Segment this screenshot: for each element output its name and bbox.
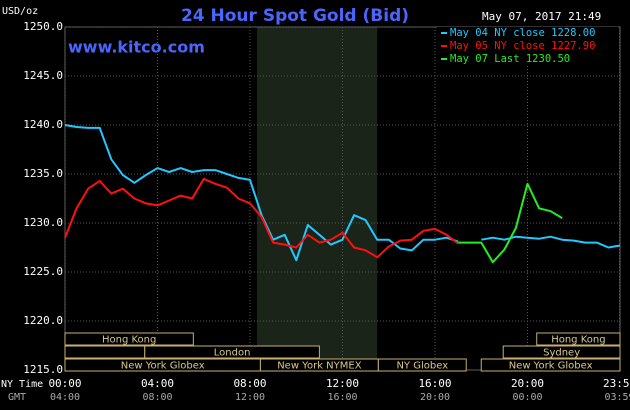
series-line (64, 124, 621, 262)
legend-label: May 07 Last 1230.50 (450, 53, 570, 65)
source: www.kitco.com (68, 38, 205, 57)
session-label: New York Globex (121, 361, 205, 372)
x-tick-label: 08:00 (233, 377, 266, 390)
x2-tick-label: 12:00 (235, 392, 265, 403)
x2-tick-label: 08:00 (142, 392, 172, 403)
x-tick-label: 20:00 (511, 377, 544, 390)
legend-box (437, 40, 618, 53)
series-line (64, 177, 459, 259)
series-line (458, 182, 563, 264)
y-tick-label: 1220.0 (23, 314, 63, 327)
legend-box (437, 53, 618, 66)
x2-tick-label: 03:59 (604, 392, 630, 403)
x2-tick-label: 04:00 (50, 392, 80, 403)
session-label: New York Globex (509, 361, 593, 372)
y-tick-label: 1245.0 (23, 69, 63, 82)
legend-box (437, 27, 618, 40)
session-label: Hong Kong (102, 335, 156, 346)
session-box (377, 358, 467, 372)
y-tick-label: 1235.0 (23, 167, 63, 180)
y-tick-label: 1215.0 (23, 363, 63, 376)
x-axis-label: NY Time (1, 379, 43, 390)
x-tick-label: 16:00 (418, 377, 451, 390)
session-label: NY Globex (396, 361, 448, 372)
x-tick-label: 23:59 (603, 377, 630, 390)
session-label: London (214, 348, 251, 359)
session-box (480, 358, 621, 372)
y-tick-label: 1225.0 (23, 265, 63, 278)
y-tick-label: 1240.0 (23, 118, 63, 131)
legend-label: May 05 NY close 1227.90 (450, 40, 595, 52)
session-box (64, 345, 146, 359)
y-tick-label: 1250.0 (23, 20, 63, 33)
session-box (144, 345, 320, 359)
session-box (536, 332, 621, 346)
session-label: Hong Kong (551, 335, 605, 346)
y-tick-label: 1230.0 (23, 216, 63, 229)
session-box (64, 332, 194, 346)
x-tick-label: 00:00 (48, 377, 81, 390)
y-axis-label: USD/oz (2, 6, 38, 17)
session-shade (256, 27, 378, 370)
timestamp: May 07, 2017 21:49 (482, 10, 601, 23)
x2-tick-label: 20:00 (420, 392, 450, 403)
session-label: New York NYMEX (277, 361, 362, 372)
x-tick-label: 12:00 (326, 377, 359, 390)
session-label: Sydney (543, 348, 580, 359)
x2-tick-label: 16:00 (327, 392, 357, 403)
x-tick-label: 04:00 (141, 377, 174, 390)
x2-tick-label: 00:00 (512, 392, 542, 403)
legend-label: May 04 NY close 1228.00 (450, 27, 595, 39)
x2-axis-label: GMT (8, 392, 26, 403)
session-box (502, 345, 621, 359)
chart-title: 24 Hour Spot Gold (Bid) (181, 6, 409, 26)
